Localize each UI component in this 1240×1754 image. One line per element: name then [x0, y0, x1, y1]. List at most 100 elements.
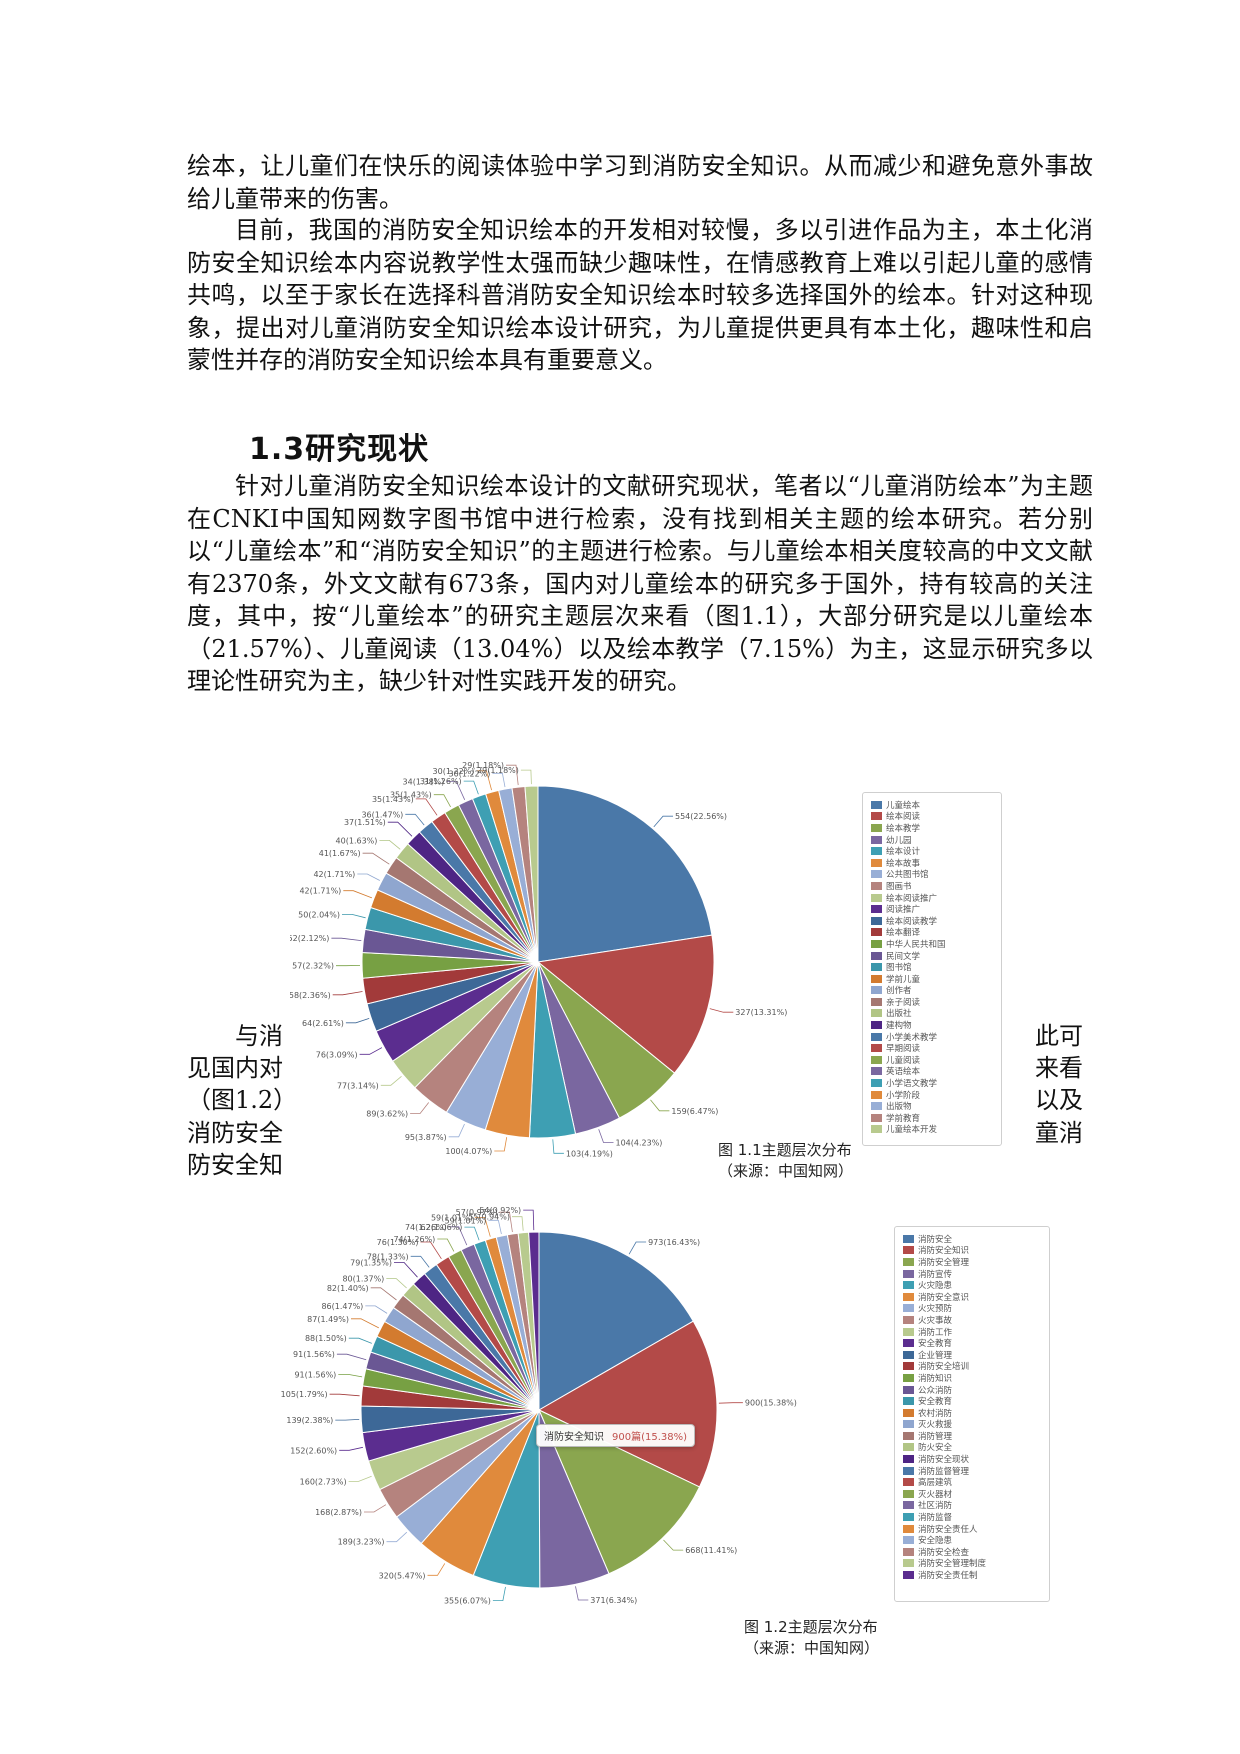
legend-item[interactable]: 早期阅读: [871, 1042, 993, 1054]
legend-item[interactable]: 消防知识: [903, 1372, 1041, 1384]
legend-item[interactable]: 绘本阅读推广: [871, 892, 993, 904]
legend-item[interactable]: 消防安全责任制: [903, 1569, 1041, 1581]
pie-slice[interactable]: [536, 934, 715, 1074]
legend-swatch: [903, 1327, 914, 1336]
legend-item[interactable]: 小学美术教学: [871, 1031, 993, 1043]
legend-item[interactable]: 图书馆: [871, 961, 993, 973]
legend-swatch: [871, 893, 882, 902]
tooltip-value: 900篇(15.38%): [612, 1432, 688, 1443]
legend-item[interactable]: 中华人民共和国: [871, 938, 993, 950]
legend-item[interactable]: 企业管理: [903, 1349, 1041, 1361]
legend-item[interactable]: 消防安全培训: [903, 1361, 1041, 1372]
legend-item[interactable]: 消防监督: [903, 1511, 1041, 1523]
legend-item[interactable]: 社区消防: [903, 1500, 1041, 1511]
legend-item[interactable]: 灭火器材: [903, 1488, 1041, 1500]
legend-item[interactable]: 消防安全管理制度: [903, 1558, 1041, 1569]
data-label: 320(5.47%): [379, 1571, 426, 1580]
legend-item[interactable]: 建构物: [871, 1019, 993, 1031]
legend-item[interactable]: 消防宣传: [903, 1268, 1041, 1280]
legend-item[interactable]: 消防安全: [903, 1233, 1041, 1245]
legend-item[interactable]: 消防安全责任人: [903, 1523, 1041, 1535]
label-leader-line: [410, 1255, 430, 1268]
pie-slice[interactable]: [528, 1231, 540, 1411]
legend-label: 出版社: [886, 1009, 912, 1020]
legend-item[interactable]: 绘本故事: [871, 857, 993, 869]
legend-item[interactable]: 消防安全检查: [903, 1546, 1041, 1558]
legend-label: 中华人民共和国: [886, 939, 946, 950]
legend-item[interactable]: 创作者: [871, 985, 993, 996]
legend-item[interactable]: 消防安全知识: [903, 1245, 1041, 1256]
legend-item[interactable]: 阅读推广: [871, 903, 993, 915]
legend-item[interactable]: 图画书: [871, 880, 993, 892]
pie-slice[interactable]: [524, 785, 539, 963]
legend-item[interactable]: 出版社: [871, 1008, 993, 1020]
legend-item[interactable]: 小学阶段: [871, 1089, 993, 1101]
legend-item[interactable]: 消防监督管理: [903, 1465, 1041, 1477]
legend-item[interactable]: 消防安全管理: [903, 1256, 1041, 1268]
legend-swatch: [871, 823, 882, 832]
legend-swatch: [871, 1102, 882, 1111]
legend-item[interactable]: 幼儿园: [871, 834, 993, 846]
legend-item[interactable]: 公众消防: [903, 1384, 1041, 1396]
legend-item[interactable]: 学前儿童: [871, 973, 993, 985]
legend-label: 安全教育: [918, 1339, 953, 1350]
occluded-fragment: 来看: [1035, 1054, 1083, 1082]
legend-item[interactable]: 消防管理: [903, 1430, 1041, 1442]
legend-item[interactable]: 绘本设计: [871, 845, 993, 857]
label-leader-line: [494, 1137, 508, 1152]
legend-label: 消防安全管理: [918, 1257, 970, 1268]
legend-item[interactable]: 防火安全: [903, 1442, 1041, 1453]
label-leader-line: [427, 1563, 446, 1576]
label-leader-line: [488, 1219, 502, 1235]
legend-swatch: [903, 1385, 914, 1394]
data-label: 29(1.18%): [477, 766, 519, 775]
legend-item[interactable]: 绘本翻译: [871, 927, 993, 938]
legend-item[interactable]: 消防安全意识: [903, 1291, 1041, 1303]
legend-item[interactable]: 儿童绘本开发: [871, 1124, 993, 1135]
figure-caption: 图 1.1主题层次分布 （来源：中国知网）: [718, 1140, 853, 1182]
legend-item[interactable]: 火灾事故: [903, 1314, 1041, 1326]
legend-item[interactable]: 火灾隐患: [903, 1279, 1041, 1291]
legend-item[interactable]: 绘本阅读教学: [871, 915, 993, 927]
legend-item[interactable]: 绘本阅读: [871, 811, 993, 822]
data-label: 36(1.47%): [361, 810, 403, 819]
legend-item[interactable]: 小学语文教学: [871, 1077, 993, 1089]
legend-label: 消防安全现状: [918, 1455, 970, 1466]
legend-label: 绘本故事: [886, 858, 921, 869]
legend-item[interactable]: 灭火救援: [903, 1419, 1041, 1430]
paragraph-intro-end: 绘本，让儿童们在快乐的阅读体验中学习到消防安全知识。从而减少和避免意外事故给儿童…: [187, 152, 1093, 213]
legend-item[interactable]: 儿童绘本: [871, 799, 993, 811]
chart-tooltip: 消防安全知识 900篇(15.38%): [536, 1424, 696, 1447]
legend-label: 英语绘本: [886, 1067, 921, 1078]
legend-item[interactable]: 民间文学: [871, 950, 993, 962]
legend-item[interactable]: 消防工作: [903, 1326, 1041, 1338]
legend-item[interactable]: 农村消防: [903, 1407, 1041, 1419]
legend-item[interactable]: 出版物: [871, 1100, 993, 1112]
data-label: 160(2.73%): [300, 1477, 347, 1486]
legend-item[interactable]: 公共图书馆: [871, 869, 993, 880]
pie-slice[interactable]: [538, 1408, 701, 1575]
legend-item[interactable]: 火灾预防: [903, 1303, 1041, 1314]
legend-label: 图书馆: [886, 963, 912, 974]
legend-item[interactable]: 亲子阅读: [871, 996, 993, 1008]
legend-item[interactable]: 高层建筑: [903, 1476, 1041, 1488]
legend-swatch: [871, 1009, 882, 1018]
legend-item[interactable]: 绘本教学: [871, 822, 993, 834]
label-leader-line: [359, 1047, 383, 1055]
label-leader-line: [523, 1209, 535, 1231]
legend-item[interactable]: 消防安全现状: [903, 1453, 1041, 1465]
legend-item[interactable]: 儿童阅读: [871, 1054, 993, 1066]
label-leader-line: [362, 852, 390, 865]
label-leader-line: [329, 1393, 360, 1397]
pie-slice[interactable]: [538, 1231, 694, 1411]
legend-swatch: [903, 1246, 914, 1255]
legend-item[interactable]: 安全教育: [903, 1395, 1041, 1407]
data-label: 79(1.35%): [350, 1258, 392, 1267]
legend-label: 小学语文教学: [886, 1079, 938, 1090]
pie-slice[interactable]: [537, 785, 713, 963]
legend-item[interactable]: 学前教育: [871, 1112, 993, 1124]
legend-item[interactable]: 安全教育: [903, 1337, 1041, 1349]
data-label: 76(3.09%): [316, 1050, 358, 1059]
legend-item[interactable]: 安全隐患: [903, 1534, 1041, 1546]
legend-item[interactable]: 英语绘本: [871, 1066, 993, 1078]
